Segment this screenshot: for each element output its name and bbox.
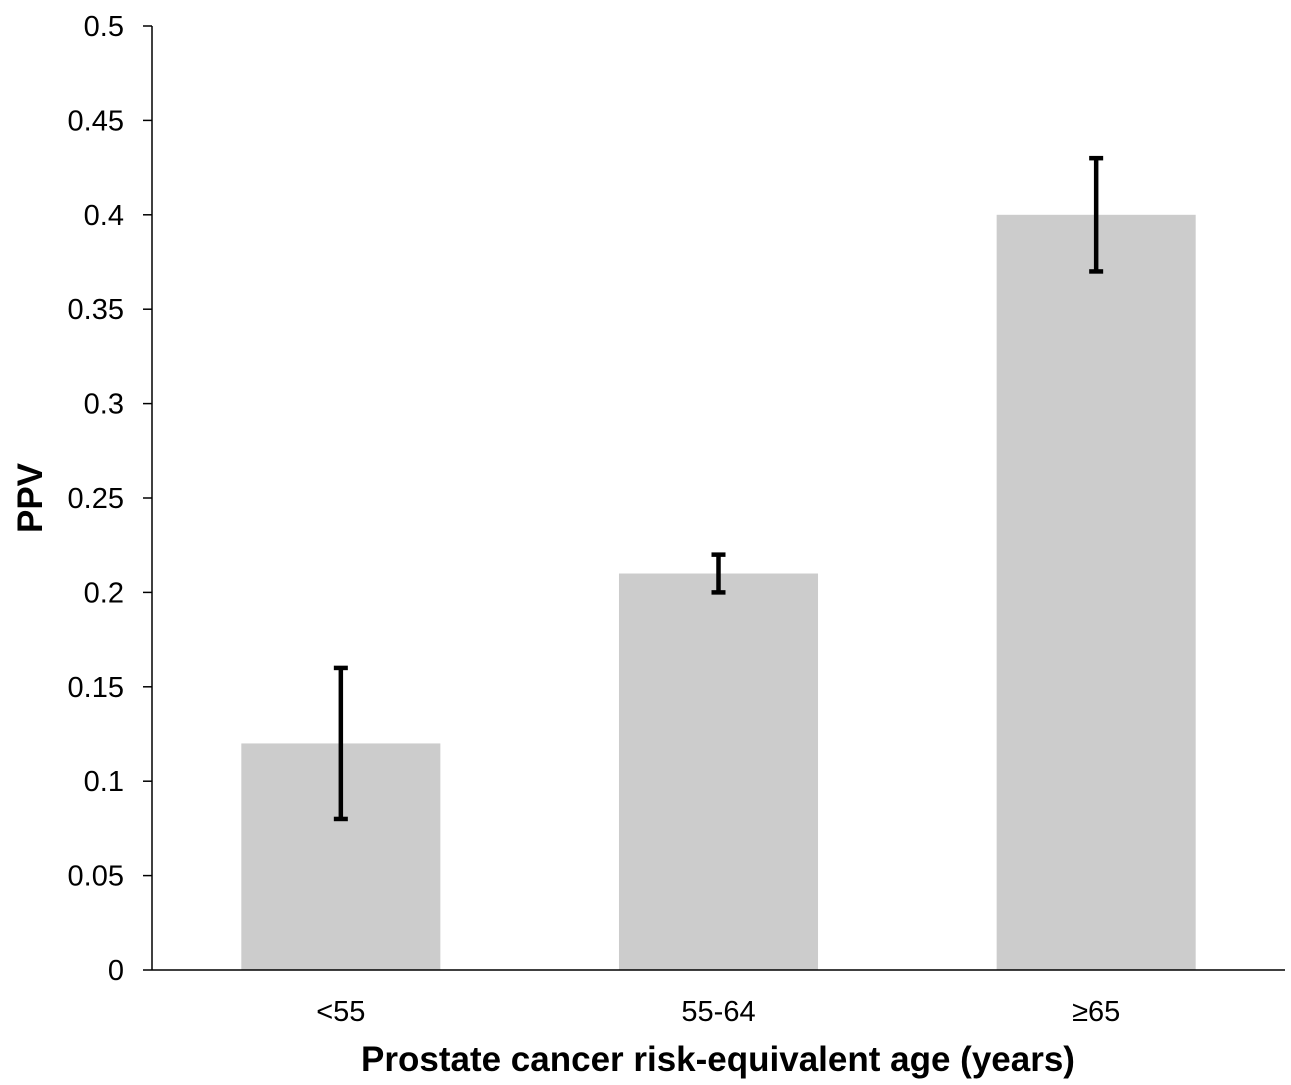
y-tick-label: 0.4: [84, 200, 124, 232]
y-tick-label: 0: [108, 955, 124, 987]
x-tick-label: <55: [316, 996, 365, 1028]
y-tick-label: 0.15: [68, 672, 124, 704]
y-tick-label: 0.3: [84, 389, 124, 421]
x-axis-tick-labels: <55 55-64 ≥65: [316, 996, 1120, 1028]
error-bar: [1089, 155, 1104, 274]
x-tick-label: ≥65: [1072, 996, 1120, 1028]
error-bar: [333, 665, 348, 822]
y-axis-title: PPV: [11, 462, 50, 533]
error-bar: [711, 552, 726, 595]
y-tick-label: 0.45: [68, 105, 124, 137]
y-tick-label: 0.1: [84, 766, 124, 798]
error-bars: [333, 155, 1104, 822]
y-tick-label: 0.05: [68, 861, 124, 893]
y-tick-label: 0.5: [84, 11, 124, 43]
x-axis-title: Prostate cancer risk-equivalent age (yea…: [361, 1040, 1075, 1079]
y-axis-ticks: 0 0.05 0.1 0.15 0.2 0.25 0.3 0.35 0.4 0.45 0.5: [68, 11, 152, 987]
y-tick-label: 0.35: [68, 294, 124, 326]
bar: [996, 214, 1196, 971]
y-tick-label: 0.25: [68, 483, 124, 515]
bar: [618, 573, 819, 970]
y-tick-label: 0.2: [84, 577, 124, 609]
bars: [241, 214, 1196, 971]
x-tick-label: 55-64: [681, 996, 755, 1028]
